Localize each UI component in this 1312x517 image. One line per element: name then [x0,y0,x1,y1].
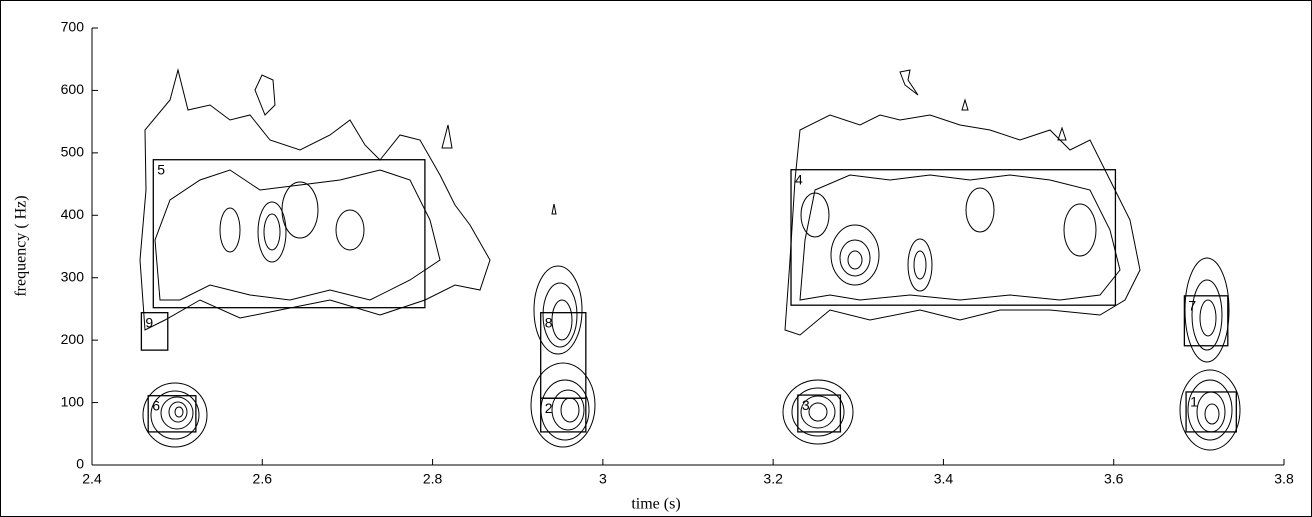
x-tick-label: 3.4 [934,471,954,487]
region-label: 7 [1188,298,1196,314]
y-tick-label: 700 [61,19,85,35]
region-label: 6 [152,397,160,413]
region-label: 5 [157,161,165,177]
region-label: 8 [545,314,553,330]
x-tick-label: 3.2 [763,471,783,487]
y-tick-label: 200 [61,331,85,347]
x-axis-label: time (s) [631,496,680,513]
y-tick-label: 600 [61,81,85,97]
region-box [791,170,1115,305]
region-label: 2 [545,400,553,416]
region-label: 1 [1190,394,1198,410]
y-tick-label: 300 [61,268,85,284]
chart: time (s) frequency ( Hz) 2.4 2.6 2.8 3 3.2 3.… [0,0,1312,517]
region-label: 9 [145,314,153,330]
y-tick-label: 500 [61,144,85,160]
region-label: 4 [795,171,803,187]
x-tick-label: 2.8 [423,471,443,487]
x-tick-label: 2.4 [82,471,102,487]
region-box [153,160,425,308]
region-label: 3 [802,397,810,413]
x-tick-label: 3.6 [1104,471,1124,487]
contours [140,70,1240,450]
x-tick-label: 3.8 [1274,471,1294,487]
x-tick-label: 2.6 [253,471,273,487]
x-tick-label: 3 [599,471,607,487]
y-tick-label: 0 [76,456,84,472]
y-axis-label: frequency ( Hz) [13,195,30,296]
page: {"chart_data": {"type": "contour", "xlab… [0,0,1312,517]
y-tick-label: 400 [61,206,85,222]
y-tick-label: 100 [61,393,85,409]
